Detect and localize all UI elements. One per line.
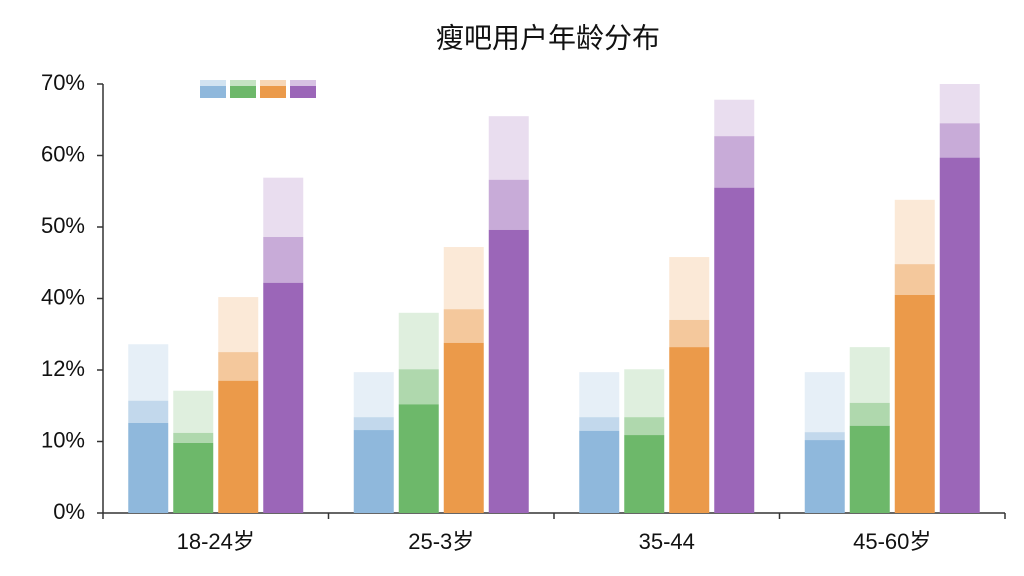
bar-segment [398, 312, 439, 370]
bar-segment [714, 136, 755, 188]
bar-segment [443, 342, 484, 513]
bar-segment [669, 319, 710, 348]
x-tick-label: 18-24岁 [177, 529, 255, 554]
bar-segment [263, 237, 304, 283]
bar-segment [714, 99, 755, 137]
bar-segment [669, 347, 710, 513]
y-tick-label: 12% [41, 356, 85, 381]
bar-segment [624, 435, 665, 513]
bar-segment [579, 372, 620, 418]
bar-segment [488, 179, 529, 230]
bar-segment [443, 309, 484, 343]
bar-segment [218, 352, 259, 381]
bar-segment [398, 404, 439, 513]
x-tick-label: 35-44 [639, 529, 695, 554]
bar-segment [353, 417, 394, 431]
bar-segment [218, 380, 259, 513]
y-tick-label: 50% [41, 213, 85, 238]
bar-segment [804, 440, 845, 513]
bar-segment [669, 257, 710, 320]
x-tick-label: 45-60岁 [853, 529, 931, 554]
legend-swatch [260, 86, 286, 98]
bar-segment [624, 417, 665, 436]
y-tick-label: 60% [41, 141, 85, 166]
bar-segment [804, 372, 845, 433]
y-tick-label: 0% [53, 499, 85, 524]
y-tick-label: 10% [41, 427, 85, 452]
bar-segment [128, 422, 169, 513]
bar-segment [173, 390, 214, 433]
legend-swatch [290, 86, 316, 98]
bar-segment [849, 347, 890, 403]
bar-segment [894, 199, 935, 265]
y-tick-label: 40% [41, 284, 85, 309]
bar-segment [128, 344, 169, 401]
chart-title: 瘦吧用户年龄分布 [436, 22, 660, 53]
x-tick-label: 25-3岁 [408, 529, 474, 554]
bar-segment [624, 369, 665, 418]
bar-segment [804, 432, 845, 441]
bar-segment [398, 369, 439, 405]
y-tick-label: 70% [41, 70, 85, 95]
bar-segment [128, 400, 169, 423]
bar-segment [263, 177, 304, 238]
bar-segment [353, 372, 394, 418]
bar-segment [849, 425, 890, 513]
bar-segment [579, 417, 620, 431]
bar-segment [488, 116, 529, 180]
bar-segment [894, 264, 935, 295]
bar-segment [939, 123, 980, 158]
bar-segment [849, 402, 890, 426]
bar-segment [263, 282, 304, 513]
bar-segment [218, 297, 259, 353]
bar-segment [939, 157, 980, 513]
bar-segment [579, 430, 620, 513]
bar-segment [173, 442, 214, 513]
legend-swatch [200, 86, 226, 98]
bar-segment [714, 187, 755, 514]
legend-swatch [230, 86, 256, 98]
bar-segment [443, 247, 484, 310]
bar-segment [173, 432, 214, 443]
bar-segment [488, 229, 529, 514]
bar-segment [894, 294, 935, 513]
bar-segment [939, 84, 980, 124]
bar-segment [353, 430, 394, 513]
